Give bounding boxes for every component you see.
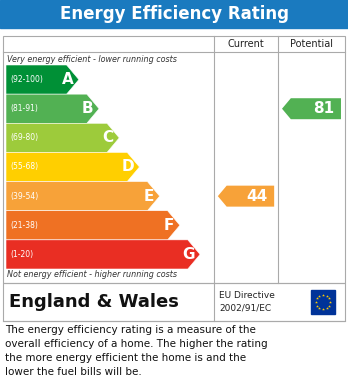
Text: F: F: [164, 218, 174, 233]
Text: 81: 81: [313, 101, 334, 116]
Text: 44: 44: [247, 188, 268, 204]
Text: C: C: [102, 130, 113, 145]
Polygon shape: [282, 98, 341, 119]
Text: Very energy efficient - lower running costs: Very energy efficient - lower running co…: [7, 55, 177, 64]
Text: Energy Efficiency Rating: Energy Efficiency Rating: [60, 5, 288, 23]
Text: Current: Current: [228, 39, 264, 49]
Bar: [0, 0, 348, 28]
Polygon shape: [218, 186, 274, 206]
Text: (92-100): (92-100): [10, 75, 43, 84]
Polygon shape: [6, 181, 160, 211]
Text: B: B: [82, 101, 94, 116]
Polygon shape: [6, 240, 200, 269]
Polygon shape: [6, 211, 180, 240]
Polygon shape: [6, 152, 140, 181]
Text: G: G: [183, 247, 195, 262]
Text: Not energy efficient - higher running costs: Not energy efficient - higher running co…: [7, 270, 177, 279]
Text: A: A: [62, 72, 73, 87]
Text: Potential: Potential: [290, 39, 333, 49]
Bar: [311, 290, 335, 314]
Text: The energy efficiency rating is a measure of the
overall efficiency of a home. T: The energy efficiency rating is a measur…: [5, 325, 268, 377]
Polygon shape: [6, 94, 99, 123]
Text: (81-91): (81-91): [10, 104, 38, 113]
Text: (69-80): (69-80): [10, 133, 38, 142]
Text: England & Wales: England & Wales: [9, 293, 179, 311]
Text: (21-38): (21-38): [10, 221, 38, 230]
Text: (39-54): (39-54): [10, 192, 38, 201]
Polygon shape: [6, 123, 119, 152]
Text: EU Directive
2002/91/EC: EU Directive 2002/91/EC: [219, 291, 275, 313]
Text: (55-68): (55-68): [10, 163, 38, 172]
Polygon shape: [6, 65, 79, 94]
Bar: [3, 283, 345, 321]
Text: (1-20): (1-20): [10, 250, 33, 259]
Text: E: E: [143, 188, 153, 204]
Bar: [3, 36, 345, 283]
Text: D: D: [122, 160, 135, 174]
